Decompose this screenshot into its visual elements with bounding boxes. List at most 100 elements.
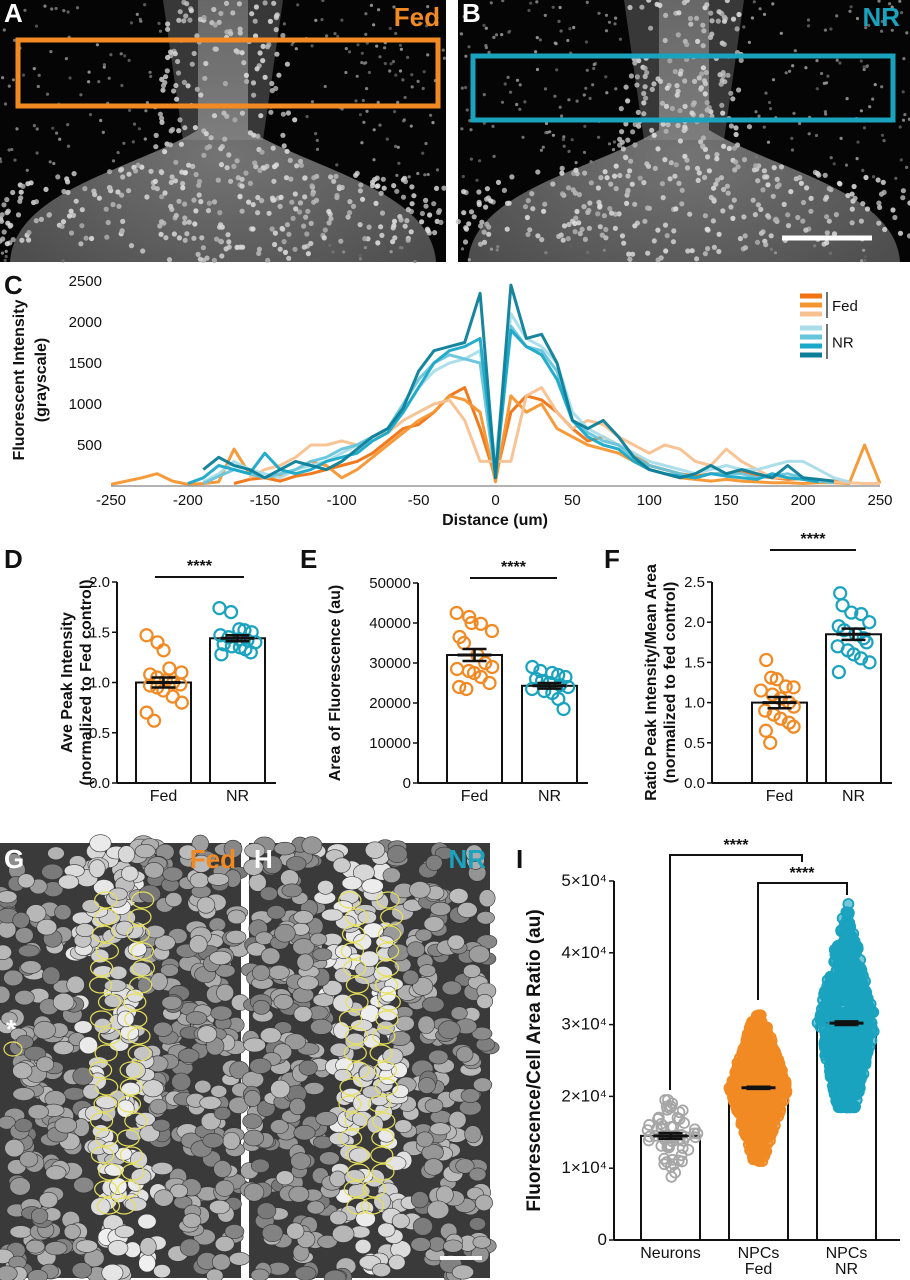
nucleus xyxy=(273,27,279,33)
nucleus xyxy=(645,250,651,256)
nucleus xyxy=(628,73,635,79)
cell-roi-outline xyxy=(95,942,120,960)
nucleus xyxy=(660,121,666,127)
y-tick-label: 0 xyxy=(403,775,411,792)
nucleus xyxy=(523,100,527,104)
nucleus xyxy=(664,85,670,91)
nucleus xyxy=(598,175,604,181)
nucleus xyxy=(476,201,482,208)
nucleus xyxy=(3,969,24,987)
nucleus xyxy=(624,200,630,206)
data-point xyxy=(754,1114,767,1127)
nucleus xyxy=(672,68,678,75)
nucleus xyxy=(287,157,293,163)
category-label: NR xyxy=(835,1261,858,1278)
nucleus xyxy=(478,223,484,229)
nucleus xyxy=(290,1152,312,1170)
nucleus xyxy=(484,186,490,192)
nucleus xyxy=(182,215,188,221)
nucleus xyxy=(567,98,571,102)
nucleus xyxy=(54,904,72,921)
nucleus xyxy=(303,1082,325,1095)
nucleus xyxy=(592,66,596,71)
nucleus xyxy=(7,84,11,88)
data-point xyxy=(822,1040,834,1053)
nucleus xyxy=(328,216,334,222)
nucleus xyxy=(0,157,2,161)
nucleus xyxy=(117,845,136,864)
data-point xyxy=(738,1062,751,1074)
nucleus xyxy=(212,22,218,28)
cell-roi-outline xyxy=(119,1078,143,1096)
nucleus xyxy=(642,84,648,90)
nucleus xyxy=(808,195,814,201)
nucleus xyxy=(271,0,277,6)
nucleus xyxy=(630,251,636,257)
nucleus xyxy=(304,231,310,237)
nucleus xyxy=(822,81,826,85)
nucleus xyxy=(37,73,41,77)
nucleus xyxy=(165,54,171,61)
nucleus xyxy=(525,231,531,238)
y-tick-label: 10000 xyxy=(369,735,411,752)
nucleus xyxy=(475,178,479,182)
data-point xyxy=(823,978,836,990)
nucleus xyxy=(375,240,381,246)
nucleus xyxy=(421,151,425,155)
nucleus xyxy=(204,255,210,261)
nucleus xyxy=(824,214,830,220)
nucleus xyxy=(262,0,268,6)
nucleus xyxy=(417,21,421,25)
nucleus xyxy=(706,168,713,174)
nucleus xyxy=(630,129,636,135)
nucleus xyxy=(150,972,168,991)
x-tick-label: 0 xyxy=(491,492,499,509)
nucleus xyxy=(387,845,408,864)
nucleus xyxy=(509,174,515,180)
nucleus xyxy=(773,216,779,222)
nucleus xyxy=(515,78,520,82)
nucleus xyxy=(800,218,806,224)
nucleus xyxy=(157,111,163,117)
nucleus xyxy=(535,67,540,72)
nucleus xyxy=(260,947,281,965)
nucleus xyxy=(107,1240,129,1257)
nucleus xyxy=(271,164,278,170)
y-axis-label: (grayscale) xyxy=(33,338,50,423)
nucleus xyxy=(228,30,234,37)
cell-roi-outline xyxy=(380,908,404,926)
nucleus xyxy=(365,109,369,113)
nucleus xyxy=(153,132,159,138)
nucleus xyxy=(271,178,277,184)
nucleus xyxy=(159,169,165,176)
nucleus xyxy=(15,212,22,218)
nucleus xyxy=(518,107,522,111)
nucleus xyxy=(839,136,843,140)
bar-1 xyxy=(209,637,266,785)
nucleus xyxy=(865,64,870,68)
nucleus xyxy=(281,239,287,245)
data-point xyxy=(846,647,861,662)
nucleus xyxy=(272,241,278,248)
y-tick-label: 1.0 xyxy=(684,695,705,712)
nucleus xyxy=(341,876,363,891)
nucleus xyxy=(298,1059,318,1076)
cell-roi-outline xyxy=(341,925,366,943)
nucleus xyxy=(266,210,272,216)
nucleus xyxy=(701,28,707,34)
y-tick-label: 0.5 xyxy=(89,725,110,742)
data-point xyxy=(853,1066,866,1078)
nucleus xyxy=(0,944,12,960)
nucleus xyxy=(243,858,264,876)
cell-roi-outline xyxy=(88,976,113,994)
nucleus xyxy=(393,110,397,114)
nucleus xyxy=(583,124,587,128)
nucleus xyxy=(538,38,542,42)
nucleus xyxy=(269,226,275,232)
nucleus xyxy=(344,70,348,75)
nucleus xyxy=(905,165,909,169)
nucleus xyxy=(200,245,206,251)
nucleus xyxy=(12,38,17,43)
nucleus xyxy=(627,168,633,174)
nucleus xyxy=(632,201,638,207)
